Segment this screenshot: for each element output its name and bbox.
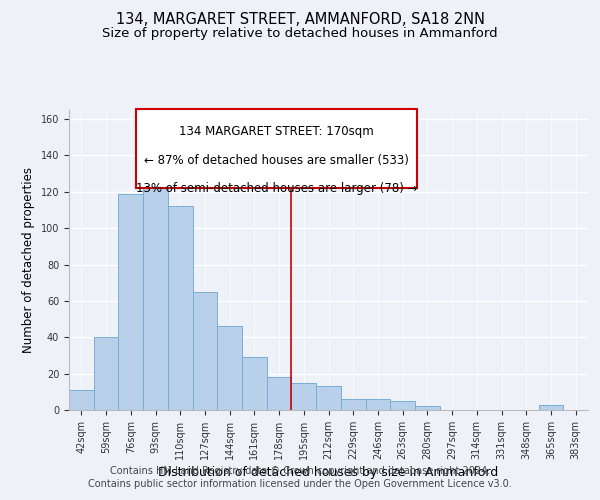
Text: 134, MARGARET STREET, AMMANFORD, SA18 2NN: 134, MARGARET STREET, AMMANFORD, SA18 2N… xyxy=(115,12,485,28)
Text: Contains public sector information licensed under the Open Government Licence v3: Contains public sector information licen… xyxy=(88,479,512,489)
X-axis label: Distribution of detached houses by size in Ammanford: Distribution of detached houses by size … xyxy=(158,466,499,479)
Bar xyxy=(415,406,440,410)
Text: Contains HM Land Registry data © Crown copyright and database right 2024.: Contains HM Land Registry data © Crown c… xyxy=(110,466,490,476)
Bar xyxy=(539,404,563,410)
Bar xyxy=(94,338,118,410)
Text: 134 MARGARET STREET: 170sqm: 134 MARGARET STREET: 170sqm xyxy=(179,125,374,138)
Y-axis label: Number of detached properties: Number of detached properties xyxy=(22,167,35,353)
Bar xyxy=(168,206,193,410)
Bar xyxy=(242,358,267,410)
Bar xyxy=(217,326,242,410)
Bar xyxy=(69,390,94,410)
Bar xyxy=(390,401,415,410)
Bar xyxy=(267,378,292,410)
Bar xyxy=(118,194,143,410)
Bar xyxy=(365,399,390,410)
Bar xyxy=(341,399,365,410)
Bar xyxy=(193,292,217,410)
Text: 13% of semi-detached houses are larger (78) →: 13% of semi-detached houses are larger (… xyxy=(136,182,418,195)
Bar xyxy=(143,170,168,410)
Text: Size of property relative to detached houses in Ammanford: Size of property relative to detached ho… xyxy=(102,28,498,40)
Bar xyxy=(136,108,417,188)
Bar xyxy=(316,386,341,410)
Bar xyxy=(292,382,316,410)
Text: ← 87% of detached houses are smaller (533): ← 87% of detached houses are smaller (53… xyxy=(144,154,409,166)
